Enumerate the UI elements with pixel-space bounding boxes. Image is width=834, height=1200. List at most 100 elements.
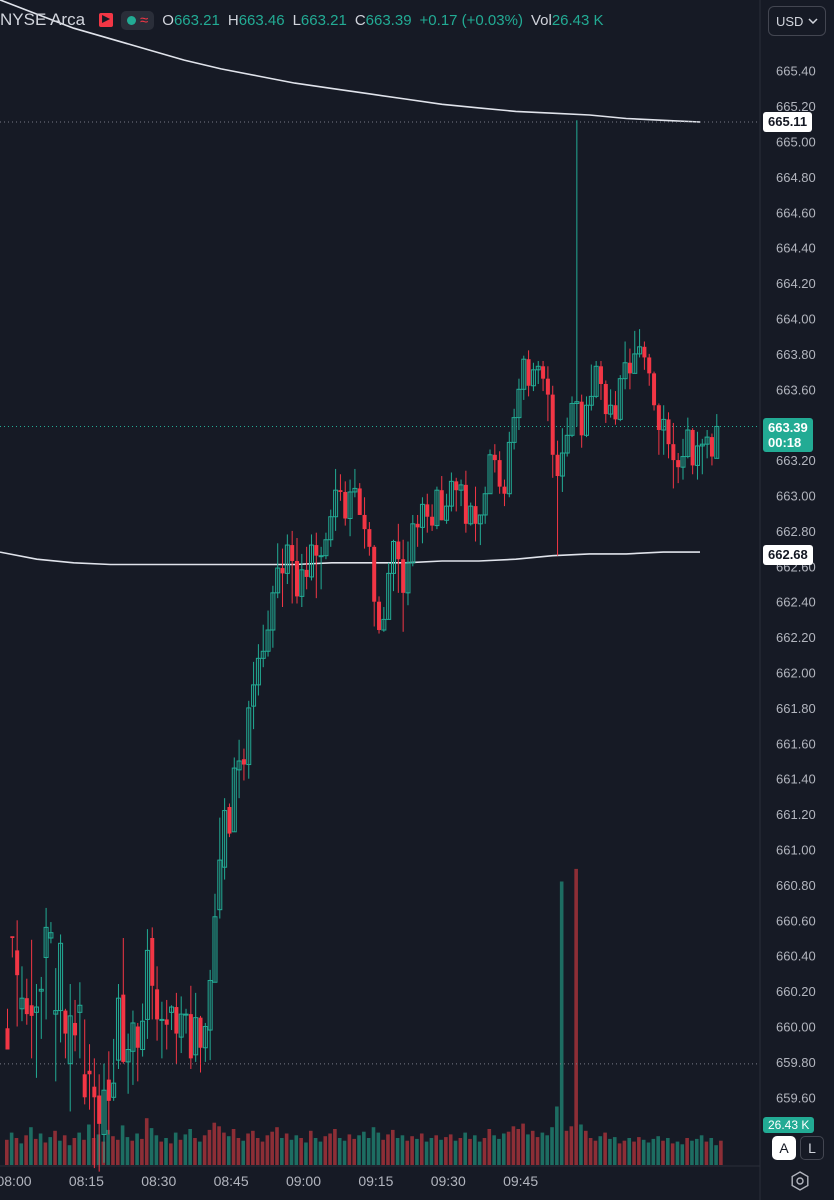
candle-body [73,1022,78,1036]
y-tick-label: 659.80 [776,1055,816,1070]
volume-bar [444,1137,448,1165]
volume-bar [246,1133,250,1165]
candle-body [174,1007,179,1034]
candle-body [434,489,440,527]
candle-body [15,950,20,976]
volume-bar [202,1135,207,1165]
candle-body [541,366,546,379]
volume-bar [337,1138,342,1165]
volume-bar [429,1138,434,1165]
candle-body [608,404,614,415]
candle-body [270,592,276,631]
candle-body [144,949,150,1020]
chart-legend: NYSE Arca ≈ O663.21 H663.46 L663.21 C663… [0,6,604,34]
volume-bar [96,1134,101,1165]
volume-bar [313,1138,318,1165]
volume-bar [48,1137,53,1165]
x-tick-label: 08:15 [69,1173,104,1189]
y-tick-label: 661.60 [776,736,816,751]
volume-bar [241,1140,246,1165]
candle-body [454,481,459,491]
volume-bar [646,1142,651,1165]
volume-bar [33,1138,38,1165]
volume-bar [540,1132,545,1165]
candle-body [33,1006,39,1013]
candle-body [357,488,362,515]
candle-body [613,405,618,420]
y-tick-label: 664.20 [776,276,816,291]
y-tick-label: 660.60 [776,913,816,928]
candle-body [396,541,401,560]
volume-bar [362,1131,366,1165]
candle-body [497,460,502,487]
volume-bar [226,1136,231,1165]
y-tick-label: 665.40 [776,64,816,79]
currency-select[interactable]: USD [768,6,826,36]
auto-scale-button[interactable]: A [772,1136,796,1160]
volume-bar [188,1129,192,1165]
volume-bar [608,1138,612,1165]
volume-bar [19,1143,24,1165]
candle-body [241,759,246,765]
x-tick-label: 09:45 [503,1173,538,1189]
candle-body [333,489,339,518]
gear-icon[interactable] [790,1171,810,1191]
candle-body [564,434,570,454]
status-pill[interactable]: ≈ [121,10,155,30]
candle-body [598,366,603,384]
volume-bar [680,1144,685,1165]
volume-bar [144,1118,149,1165]
candle-body [487,454,493,495]
volume-bar [699,1135,704,1165]
y-tick-label: 663.20 [776,453,816,468]
y-tick-label: 663.60 [776,382,816,397]
lower-band-price-tag: 662.68 [763,545,813,565]
candle-body [63,1010,68,1034]
volume-bar [617,1143,622,1165]
candle-body [362,514,367,530]
volume-value: Vol26.43 K [530,11,604,29]
volume-bar [231,1129,236,1165]
candle-body [43,926,49,958]
y-tick-label: 665.00 [776,135,816,150]
candle-body [198,1017,203,1048]
close-value: C663.39 [354,11,412,29]
candle-body [492,454,497,461]
y-tick-label: 662.20 [776,630,816,645]
x-tick-label: 08:00 [0,1173,32,1189]
candle-body [323,539,329,557]
candle-body [159,1018,165,1021]
candle-body [169,1006,175,1013]
candle-body [714,425,720,459]
open-value: O663.21 [162,11,220,29]
candle-body [617,378,623,420]
candle-body [318,555,324,558]
x-tick-label: 09:15 [358,1173,393,1189]
volume-bar [656,1136,660,1165]
candle-body [603,383,608,415]
y-tick-label: 660.20 [776,984,816,999]
volume-bar [130,1140,135,1165]
flag-icon[interactable] [99,13,114,27]
candle-body [511,417,517,443]
volume-bar [719,1140,723,1165]
volume-bar [550,1127,554,1165]
candle-body [699,443,705,447]
high-value: H663.46 [227,11,285,29]
volume-bar [371,1127,376,1165]
candle-body [125,1049,131,1063]
y-tick-label: 660.80 [776,878,816,893]
y-tick-label: 663.80 [776,347,816,362]
exchange-name: NYSE Arca [0,10,86,29]
log-scale-button[interactable]: L [800,1136,824,1160]
volume-bar [115,1139,120,1165]
volume-bar [612,1137,617,1165]
volume-bar [395,1138,400,1165]
candle-body [637,346,643,355]
volume-bar [415,1138,419,1165]
volume-bar [535,1137,540,1165]
y-tick-label: 661.80 [776,701,816,716]
candle-body [680,456,686,468]
y-tick-label: 662.40 [776,595,816,610]
